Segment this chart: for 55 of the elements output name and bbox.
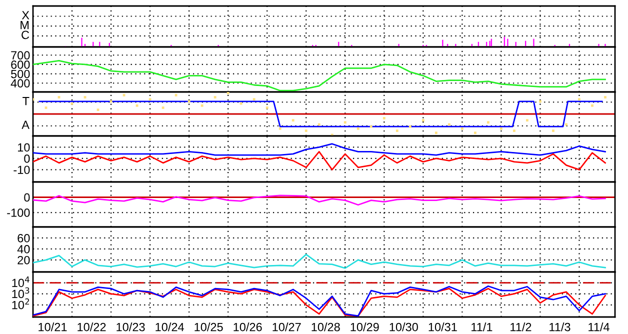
text: A: [22, 120, 30, 129]
line-series: [33, 151, 606, 170]
x-tick-label: 11/2: [510, 322, 532, 332]
point: [460, 127, 464, 130]
point: [252, 98, 256, 101]
line-series: [33, 143, 606, 156]
y-tick-label: 700: [11, 51, 30, 60]
point: [278, 127, 282, 130]
x-tick-label: 11/1: [472, 322, 492, 332]
line-series: [33, 60, 606, 92]
point: [174, 94, 178, 96]
y-tick-label: 10$^{2}$: [12, 298, 30, 310]
point: [370, 125, 372, 128]
text: M: [20, 21, 29, 30]
x-tick-label: 10/30: [390, 322, 418, 332]
point: [486, 121, 490, 124]
text: X: [22, 11, 30, 20]
y-tick-label: -10: [14, 166, 30, 174]
x-tick-label: 11/4: [588, 322, 610, 332]
point: [200, 104, 204, 107]
x-tick-label: 10/28: [312, 322, 340, 332]
y-tick-label: 10$^{3}$: [12, 287, 30, 298]
y-tick-label: 0: [24, 193, 30, 202]
point: [434, 132, 438, 134]
y-tick-label: 40: [17, 244, 30, 254]
point: [356, 127, 360, 130]
x-tick-label: 10/24: [156, 322, 184, 332]
point: [474, 132, 476, 134]
point: [148, 98, 152, 101]
x-tick-label: 10/23: [116, 322, 145, 332]
x-tick-label: 10/22: [78, 322, 106, 332]
point: [188, 100, 190, 103]
y-tick-label: 10: [18, 143, 30, 152]
x-tick-label: 10/27: [272, 322, 301, 332]
y-tick-label: 20: [18, 256, 30, 264]
point: [382, 116, 386, 120]
x-tick-label: 10/25: [194, 322, 223, 332]
x-tick-label: 11/3: [550, 322, 570, 332]
line-series: [33, 194, 606, 206]
y-tick-label: 500: [11, 70, 30, 78]
y-tick-label: 0: [24, 154, 30, 163]
line-series: [33, 254, 606, 269]
x-tick-label: 10/21: [38, 322, 67, 332]
x-tick-label: 10/29: [350, 322, 379, 332]
y-tick-label: 60: [18, 234, 30, 242]
y-tick-label: 10$^{4}$: [12, 276, 30, 288]
text: C: [22, 30, 30, 40]
point: [344, 121, 346, 124]
y-tick-label: 600: [11, 60, 30, 69]
text: T: [22, 97, 30, 106]
y-tick-label: 400: [10, 79, 30, 88]
point: [408, 125, 412, 128]
x-tick-label: 10/31: [428, 322, 457, 332]
y-tick-label: -100: [7, 208, 30, 217]
x-tick-label: 10/26: [234, 322, 262, 332]
